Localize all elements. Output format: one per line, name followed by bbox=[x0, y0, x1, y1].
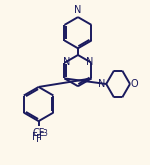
Text: N: N bbox=[86, 57, 93, 67]
Text: N: N bbox=[74, 5, 82, 15]
Text: CF: CF bbox=[32, 128, 45, 138]
Text: N: N bbox=[98, 79, 105, 89]
Text: N: N bbox=[63, 57, 70, 67]
Text: 3: 3 bbox=[43, 129, 48, 138]
Text: O: O bbox=[131, 79, 138, 89]
Text: F: F bbox=[32, 132, 38, 142]
Text: F: F bbox=[36, 134, 41, 144]
Text: F: F bbox=[39, 132, 45, 142]
